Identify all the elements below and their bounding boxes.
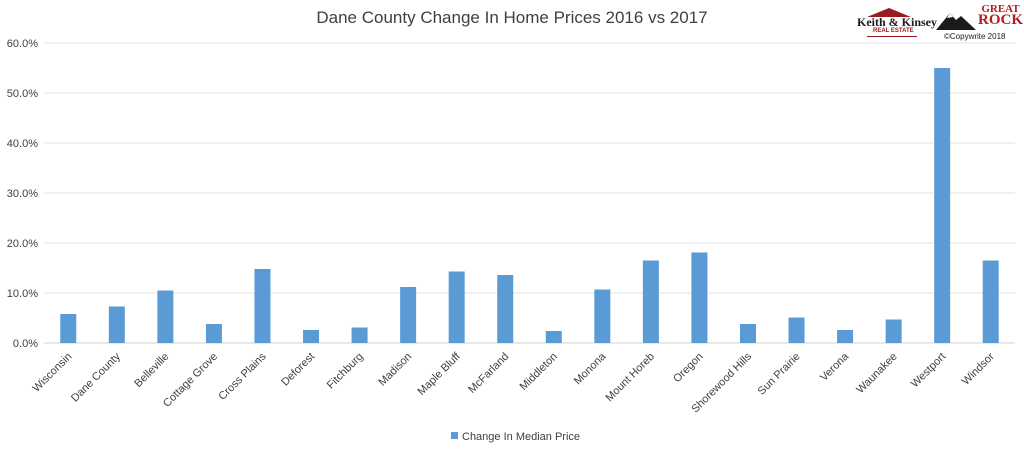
y-tick-label: 40.0% bbox=[7, 138, 38, 150]
x-tick-label: Cross Plains bbox=[216, 350, 268, 402]
bar-dane-county bbox=[108, 306, 125, 343]
bar-windsor bbox=[982, 260, 999, 343]
x-tick-label: Middleton bbox=[518, 351, 560, 393]
keith-kinsey-logo: Keith & Kinsey REAL ESTATE bbox=[853, 6, 937, 42]
y-tick-label: 30.0% bbox=[7, 188, 38, 200]
bars bbox=[60, 68, 999, 343]
y-tick-label: 0.0% bbox=[13, 338, 38, 350]
x-tick-label: Oregon bbox=[671, 351, 705, 385]
bar-madison bbox=[400, 287, 417, 343]
x-tick-label: Wisconsin bbox=[30, 351, 74, 395]
bar-mcfarland bbox=[497, 275, 514, 343]
x-tick-label: Verona bbox=[818, 350, 852, 384]
logo-divider bbox=[867, 36, 917, 37]
bar-oregon bbox=[691, 252, 708, 343]
y-tick-label: 60.0% bbox=[7, 38, 38, 50]
x-tick-label: Windsor bbox=[960, 350, 997, 387]
great-rock-logo-name: GREAT ROCK bbox=[978, 3, 1023, 28]
x-tick-label: Fitchburg bbox=[325, 351, 366, 392]
x-tick-label: Madison bbox=[376, 351, 414, 389]
legend-swatch bbox=[451, 432, 458, 439]
bar-monona bbox=[594, 289, 611, 343]
x-tick-label: Dane County bbox=[69, 350, 123, 404]
y-tick-label: 50.0% bbox=[7, 88, 38, 100]
bar-cross-plains bbox=[254, 269, 271, 343]
bar-mount-horeb bbox=[642, 260, 659, 343]
great-rock-logo: GREAT ROCK ©Copywrite 2018 bbox=[934, 2, 1023, 44]
bar-fitchburg bbox=[351, 327, 368, 343]
x-tick-label: Maple Bluff bbox=[416, 350, 464, 398]
keith-kinsey-logo-name: Keith & Kinsey bbox=[857, 15, 937, 29]
x-tick-label: Waunakee bbox=[854, 351, 899, 396]
bar-wisconsin bbox=[60, 314, 77, 343]
bar-deforest bbox=[303, 330, 320, 343]
bar-westport bbox=[934, 68, 951, 343]
roof-icon bbox=[867, 8, 911, 17]
x-tick-label: Sun Prairie bbox=[756, 351, 803, 398]
bar-waunakee bbox=[885, 319, 902, 343]
x-tick-label: Belleville bbox=[132, 351, 171, 390]
bar-maple-bluff bbox=[448, 271, 465, 343]
bar-shorewood-hills bbox=[739, 324, 756, 343]
y-axis-ticks: 0.0% 10.0% 20.0% 30.0% 40.0% 50.0% 60.0% bbox=[7, 38, 38, 350]
copyright-text: ©Copywrite 2018 bbox=[944, 32, 1006, 41]
keith-kinsey-logo-sub: REAL ESTATE bbox=[873, 28, 914, 34]
chart-title: Dane County Change In Home Prices 2016 v… bbox=[316, 8, 707, 27]
bar-belleville bbox=[157, 290, 174, 343]
bar-verona bbox=[837, 330, 854, 343]
bar-cottage-grove bbox=[205, 324, 222, 343]
x-tick-label: McFarland bbox=[466, 351, 511, 396]
x-tick-label: Monona bbox=[572, 350, 609, 387]
grid-lines bbox=[44, 42, 1015, 344]
bar-sun-prairie bbox=[788, 317, 805, 343]
x-tick-label: Deforest bbox=[279, 351, 317, 389]
mountain-icon bbox=[936, 13, 976, 30]
y-tick-label: 20.0% bbox=[7, 238, 38, 250]
y-tick-label: 10.0% bbox=[7, 288, 38, 300]
x-tick-label: Westport bbox=[909, 351, 948, 390]
legend-label: Change In Median Price bbox=[462, 431, 580, 443]
x-tick-label: Mount Horeb bbox=[604, 351, 657, 404]
legend: Change In Median Price bbox=[451, 431, 580, 443]
bar-middleton bbox=[545, 331, 562, 343]
